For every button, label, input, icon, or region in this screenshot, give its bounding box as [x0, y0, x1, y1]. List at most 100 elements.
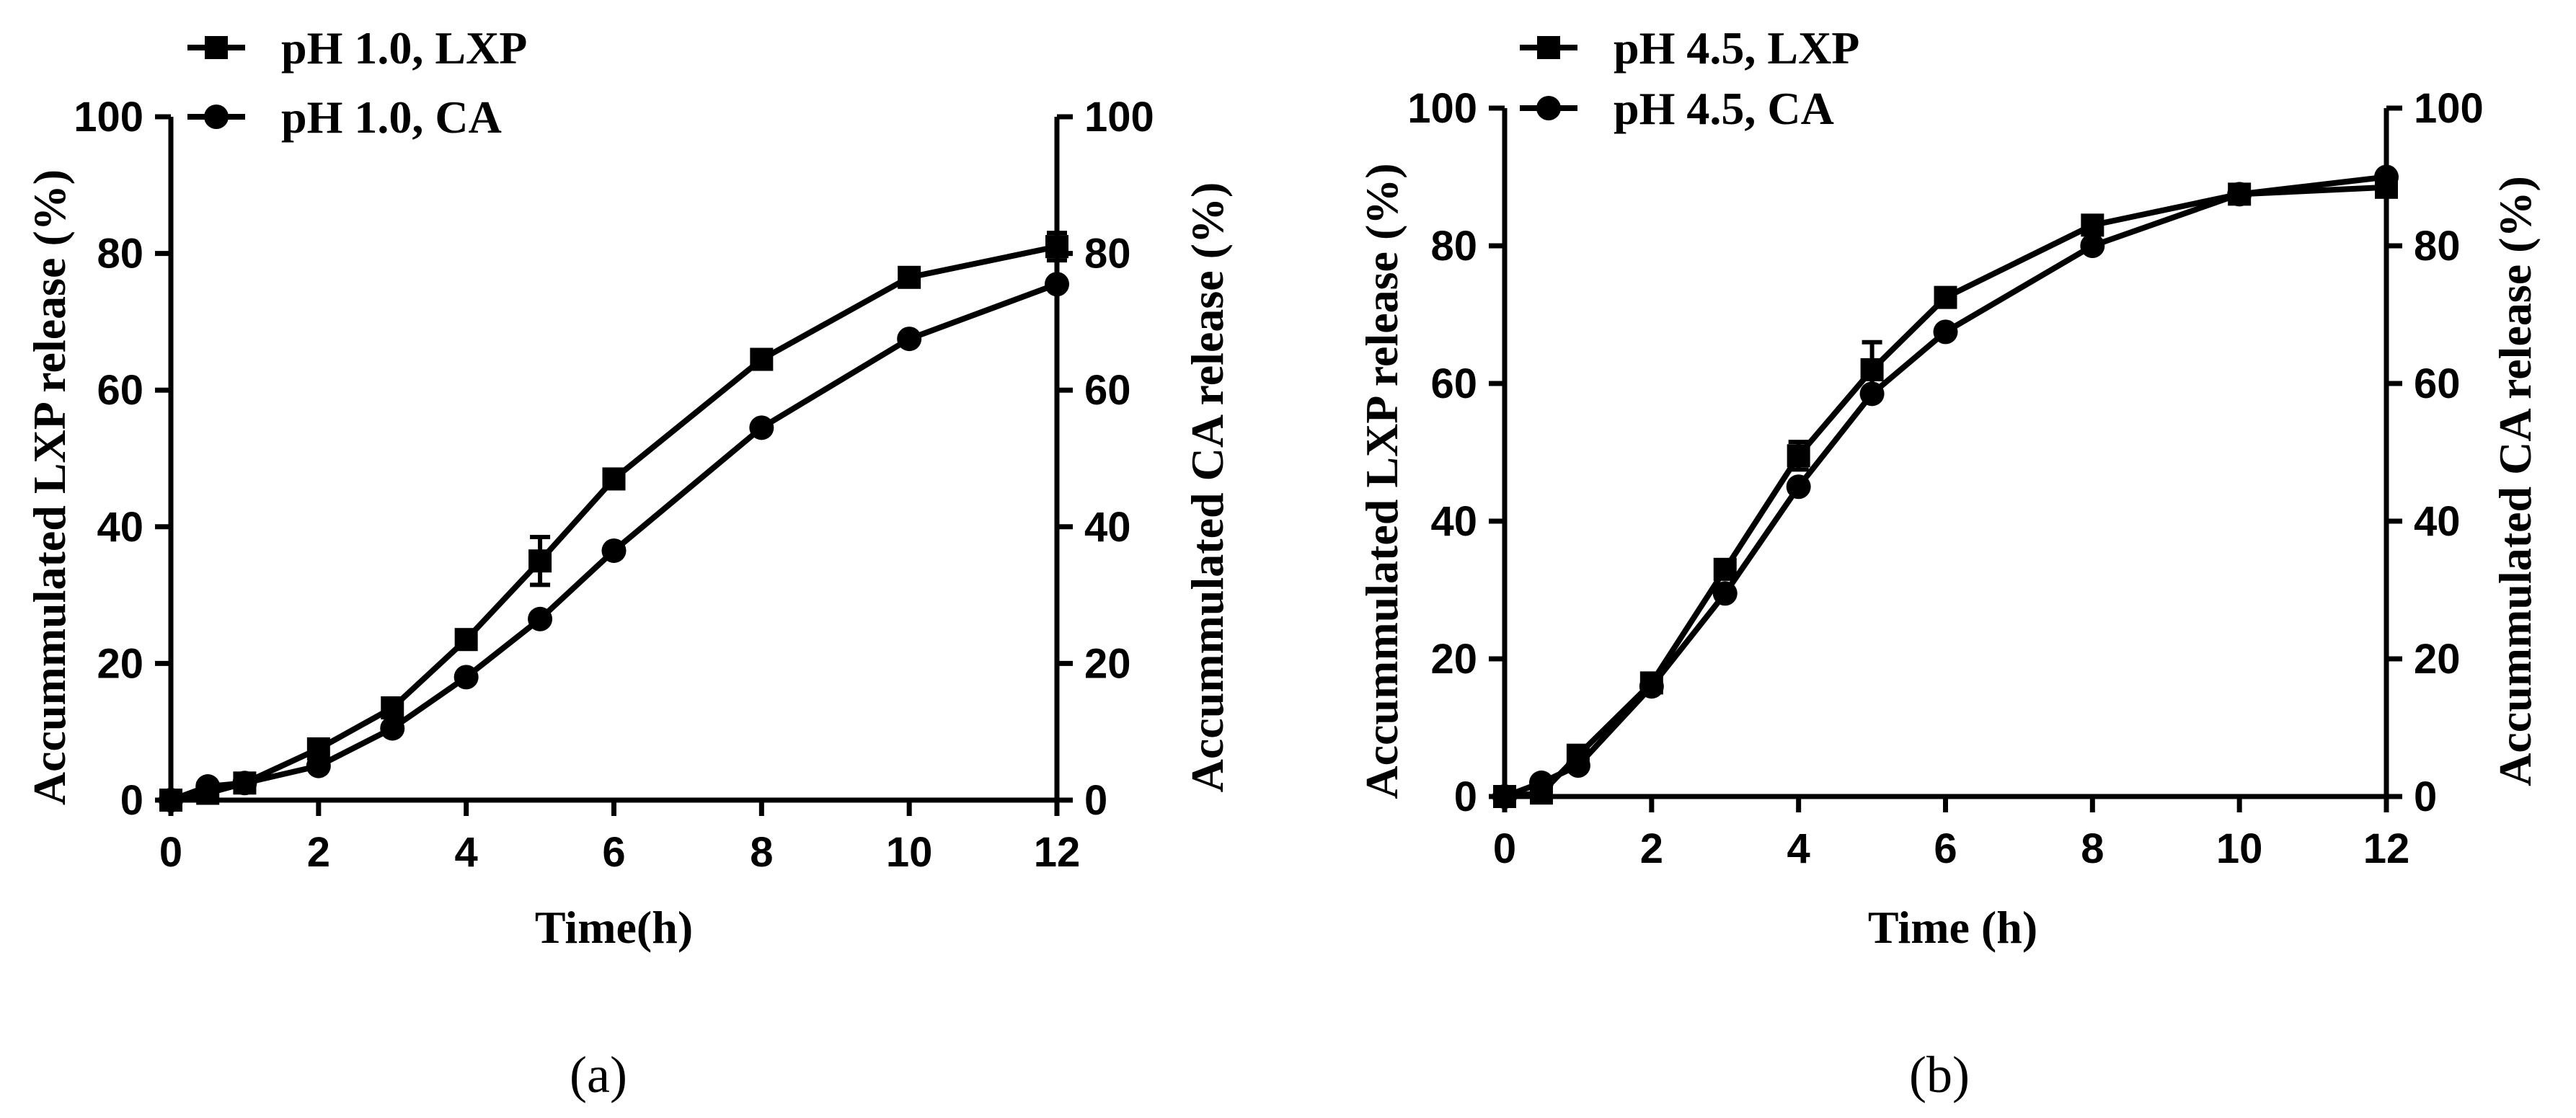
data-point [2227, 182, 2252, 207]
data-point [232, 771, 257, 796]
data-point [528, 606, 553, 631]
y-tick-label-left: 60 [1430, 360, 1477, 407]
legend-entry: pH 4.5, CA [1520, 83, 1834, 134]
panel-label: (a) [570, 1046, 627, 1104]
y-tick-label-right: 40 [2414, 498, 2461, 545]
y-tick-label-left: 40 [1430, 498, 1477, 545]
data-point [1786, 474, 1811, 500]
x-axis-title: Time (h) [1868, 902, 2037, 953]
y-tick-label-left: 20 [97, 640, 143, 687]
data-point [195, 774, 221, 799]
y-tick-label-left: 0 [120, 777, 143, 824]
y-tick-label-left: 80 [1430, 223, 1477, 270]
x-tick-label: 8 [2081, 825, 2104, 872]
legend-marker [1537, 36, 1560, 59]
y-tick-label-left: 60 [97, 367, 143, 414]
data-point [2081, 213, 2104, 237]
y-tick-label-right: 40 [1084, 504, 1131, 551]
data-point [1639, 674, 1664, 699]
y-axis-title-right: Accummulated CA release (%) [1182, 182, 1233, 793]
series-line [170, 244, 1058, 803]
data-point [602, 467, 626, 491]
x-tick-label: 6 [602, 829, 625, 876]
data-point [749, 415, 774, 440]
data-point [380, 716, 405, 741]
x-tick-label: 4 [1787, 825, 1810, 872]
x-tick-label: 0 [159, 829, 182, 876]
data-point [1492, 784, 1517, 809]
legend-marker [204, 105, 229, 129]
data-point [1787, 444, 1810, 468]
y-tick-label-right: 20 [1084, 640, 1131, 687]
legend-label: pH 4.5, CA [1614, 83, 1834, 134]
y-tick-label-left: 40 [97, 504, 143, 551]
legend-entry: pH 4.5, LXP [1520, 22, 1859, 74]
series-ca [1492, 164, 2399, 809]
y-tick-label-right: 100 [2414, 85, 2484, 132]
data-point [2374, 164, 2399, 190]
y-tick-label-right: 80 [1084, 231, 1131, 278]
data-point [1859, 381, 1885, 407]
data-point [1860, 358, 1884, 381]
x-axis-title: Time(h) [535, 902, 693, 953]
y-axis-title-left: Accummulated LXP release (%) [24, 169, 75, 805]
x-tick-label: 12 [2363, 825, 2410, 872]
legend-label: pH 1.0, LXP [281, 22, 527, 74]
y-tick-label-right: 20 [2414, 636, 2461, 683]
y-tick-label-right: 60 [2414, 360, 2461, 407]
data-point [528, 549, 552, 573]
legend-entry: pH 1.0, LXP [187, 22, 527, 74]
legend-entry: pH 1.0, CA [187, 92, 502, 143]
series-ca [159, 272, 1069, 812]
y-tick-label-right: 80 [2414, 223, 2461, 270]
y-tick-label-right: 0 [1084, 777, 1107, 824]
data-point [1565, 753, 1590, 778]
data-point [1045, 272, 1069, 297]
y-axis-title-right: Accummulated CA release (%) [2489, 176, 2541, 786]
y-tick-label-left: 0 [1454, 773, 1477, 820]
panel-label: (b) [1909, 1046, 1970, 1104]
data-point [897, 327, 922, 352]
data-point [1528, 770, 1554, 795]
y-tick-label-left: 80 [97, 231, 143, 278]
data-point [1934, 285, 1957, 309]
data-point [453, 665, 479, 690]
x-tick-label: 2 [307, 829, 330, 876]
data-point [1713, 557, 1737, 581]
x-tick-label: 10 [886, 829, 933, 876]
data-point [750, 347, 774, 371]
x-tick-label: 6 [1934, 825, 1957, 872]
chart-panel-a: 0 2 4 6 8 10 12020406080100020406080100Time(h)… [24, 22, 1233, 1104]
legend-marker [205, 36, 228, 59]
y-tick-label-left: 20 [1430, 636, 1477, 683]
legend-label: pH 1.0, CA [281, 92, 502, 143]
series-line [1503, 174, 2387, 799]
y-tick-label-right: 60 [1084, 367, 1131, 414]
y-tick-label-left: 100 [1407, 85, 1477, 132]
series-lxp [159, 231, 1068, 812]
y-tick-label-right: 100 [1084, 94, 1154, 141]
data-point [2080, 234, 2105, 258]
data-point [1933, 319, 1958, 345]
data-point [159, 788, 183, 812]
y-tick-label-left: 100 [74, 94, 143, 141]
x-tick-label: 2 [1640, 825, 1663, 872]
x-tick-label: 0 [1493, 825, 1516, 872]
x-tick-label: 10 [2216, 825, 2263, 872]
data-point [601, 538, 627, 563]
data-point [1712, 581, 1738, 606]
x-tick-label: 8 [750, 829, 773, 876]
data-point [898, 265, 921, 289]
data-point [454, 628, 478, 652]
data-point [306, 753, 331, 778]
data-point [1045, 235, 1068, 259]
legend-marker [1536, 96, 1561, 120]
x-tick-label: 12 [1034, 829, 1081, 876]
x-tick-label: 4 [455, 829, 478, 876]
y-axis-title-left: Accummulated LXP release (%) [1356, 163, 1407, 799]
y-tick-label-right: 0 [2414, 773, 2437, 820]
legend-label: pH 4.5, LXP [1614, 22, 1859, 74]
data-point [381, 696, 404, 720]
